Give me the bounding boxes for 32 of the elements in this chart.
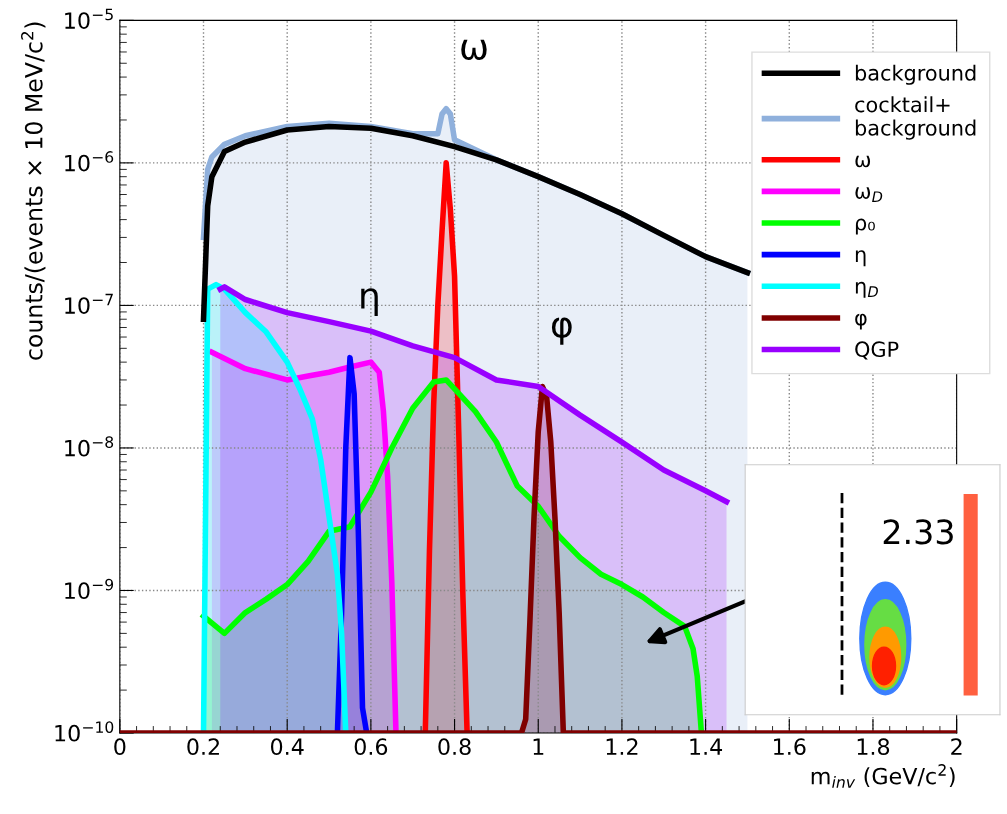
y-tick-label: 10$^{−8}$ xyxy=(65,436,114,457)
legend-label: ω$_{D}$ xyxy=(855,187,883,203)
legend-label: QGP xyxy=(855,341,899,360)
x-tick-label: 1 xyxy=(533,738,544,755)
annotation: ω xyxy=(461,39,487,61)
legend-label: η xyxy=(855,250,866,267)
y-tick-label: 10$^{−10}$ xyxy=(55,721,114,742)
y-tick-label: 10$^{−7}$ xyxy=(65,293,113,315)
x-axis-title: m$_{inv}$ (GeV/c$^{2}$) xyxy=(811,764,955,788)
legend-label: cocktail+ background xyxy=(855,96,976,140)
y-tick-label: 10$^{−9}$ xyxy=(65,578,114,600)
annotation: φ xyxy=(551,317,572,345)
y-tick-label: 10$^{−5}$ xyxy=(65,8,113,29)
x-tick-label: 1.8 xyxy=(857,738,890,756)
legend-label: ρ₀ xyxy=(855,218,875,235)
annotation: η xyxy=(361,288,378,316)
x-tick-label: 2 xyxy=(951,738,962,755)
legend-label: ω xyxy=(855,155,871,168)
x-tick-label: 0.2 xyxy=(187,738,219,756)
x-tick-label: 0.4 xyxy=(270,738,304,756)
legend-label: φ xyxy=(855,313,867,330)
x-tick-label: 1.2 xyxy=(606,738,638,755)
x-tick-label: 0.6 xyxy=(354,738,388,756)
y-axis-title: counts/(events × 10 MeV/c$^{2}$) xyxy=(21,22,46,360)
y-tick-label: 10$^{−6}$ xyxy=(65,151,114,172)
x-tick-label: 1.6 xyxy=(774,738,806,756)
legend-label: η$_{D}$ xyxy=(855,281,878,298)
x-tick-label: 1.4 xyxy=(690,738,723,755)
legend-label: background xyxy=(855,64,976,85)
annotation: 2.33 xyxy=(883,519,953,545)
x-tick-label: 0 xyxy=(114,738,126,756)
x-tick-label: 0.8 xyxy=(438,738,471,756)
